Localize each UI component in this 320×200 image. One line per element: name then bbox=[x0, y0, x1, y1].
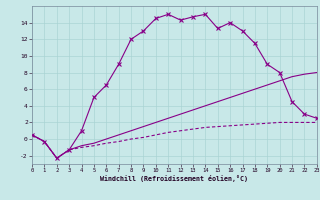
X-axis label: Windchill (Refroidissement éolien,°C): Windchill (Refroidissement éolien,°C) bbox=[100, 175, 248, 182]
